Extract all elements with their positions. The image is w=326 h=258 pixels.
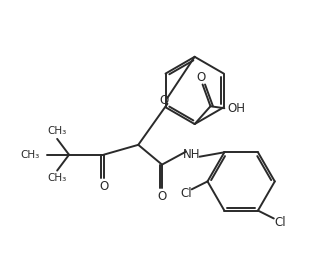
Text: O: O (196, 71, 205, 84)
Text: Cl: Cl (274, 216, 286, 229)
Text: CH₃: CH₃ (48, 173, 67, 183)
Text: O: O (160, 94, 169, 107)
Text: OH: OH (227, 102, 245, 115)
Text: CH₃: CH₃ (48, 126, 67, 136)
Text: Cl: Cl (180, 187, 192, 200)
Text: O: O (157, 190, 167, 203)
Text: O: O (99, 180, 108, 193)
Text: NH: NH (183, 148, 200, 161)
Text: CH₃: CH₃ (20, 150, 39, 160)
